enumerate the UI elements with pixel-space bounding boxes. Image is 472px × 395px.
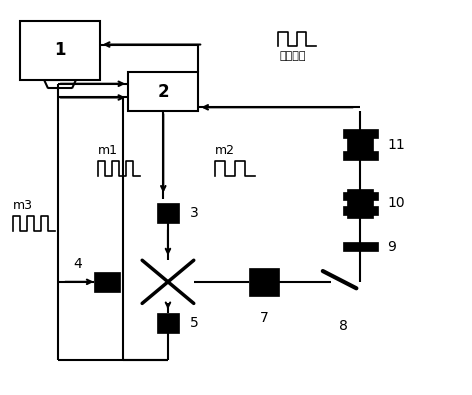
Text: m2: m2 — [215, 144, 235, 157]
Text: 3: 3 — [190, 206, 199, 220]
Text: 1: 1 — [54, 41, 66, 59]
Text: 8: 8 — [339, 319, 348, 333]
Bar — [343, 130, 378, 138]
Text: m1: m1 — [98, 144, 118, 157]
Text: 10: 10 — [388, 196, 405, 211]
Bar — [343, 207, 378, 215]
Bar — [343, 151, 378, 160]
Text: 相机触发: 相机触发 — [279, 51, 306, 61]
Text: 4: 4 — [73, 257, 82, 271]
Bar — [347, 134, 373, 155]
Text: 7: 7 — [260, 311, 269, 325]
Bar — [94, 272, 120, 292]
Bar — [343, 242, 378, 251]
Bar — [343, 192, 378, 200]
Bar — [20, 21, 100, 80]
Bar — [249, 268, 279, 295]
Text: 5: 5 — [190, 316, 199, 330]
Bar — [157, 203, 178, 223]
Bar — [157, 313, 178, 333]
Text: m3: m3 — [13, 199, 33, 212]
Text: 11: 11 — [388, 137, 405, 152]
Text: 2: 2 — [158, 83, 169, 101]
Text: 6: 6 — [163, 319, 172, 333]
Bar — [128, 72, 198, 111]
Text: 9: 9 — [388, 239, 396, 254]
Bar — [347, 189, 373, 218]
